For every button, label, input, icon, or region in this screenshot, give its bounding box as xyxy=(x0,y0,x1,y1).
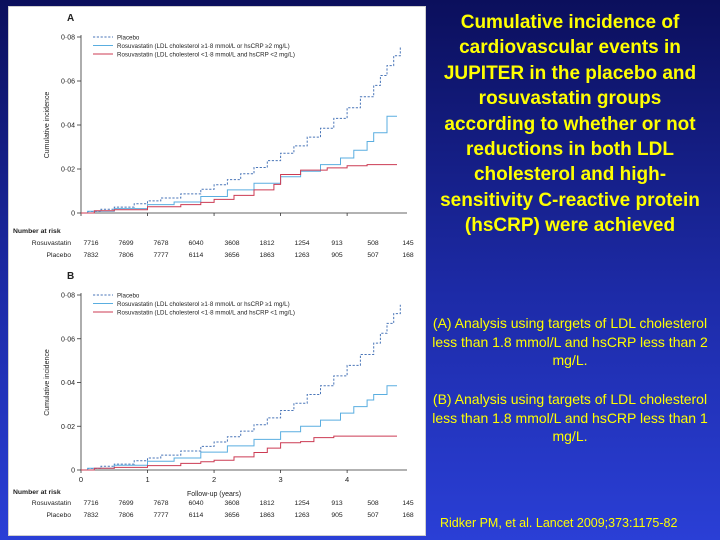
panel-b-series-line-2 xyxy=(81,435,397,471)
panel-b-legend-label-1: Rosuvastatin (LDL cholesterol ≥1·8 mmol/… xyxy=(117,301,290,308)
panel-b-risk-value: 7678 xyxy=(153,500,168,507)
panel-b-x-tick-label: 1 xyxy=(145,475,149,484)
figure-panel: A 0 0·02 0·04 0·06 0·08 Cumulative incidence Pl… xyxy=(8,6,426,536)
panel-a-risk-value: 7716 xyxy=(83,240,98,247)
panel-b-risk-value: 913 xyxy=(331,500,343,507)
panel-b-y-tick-label: 0·06 xyxy=(61,336,75,343)
panel-b-label: B xyxy=(67,271,74,282)
panel-a-y-tick-label: 0·04 xyxy=(61,123,75,130)
panel-b-risk-value: 1863 xyxy=(259,512,274,519)
panel-b-risk-value: 168 xyxy=(402,512,414,519)
panel-a-y-tick-label: 0·06 xyxy=(61,79,75,86)
panel-a-risk-value: 145 xyxy=(402,240,414,247)
panel-a-risk-header: Number at risk xyxy=(13,228,61,235)
panel-b-risk-value: 508 xyxy=(367,500,379,507)
panel-b-risk-value: 3656 xyxy=(224,512,239,519)
panel-b-legend-label-0: Placebo xyxy=(117,292,140,299)
panel-a-risk-value: 508 xyxy=(367,240,379,247)
panel-a-label: A xyxy=(67,13,74,24)
panel-a-risk-value: 7678 xyxy=(153,240,168,247)
panel-b-legend-label-2: Rosuvastatin (LDL cholesterol <1·8 mmol/… xyxy=(117,309,295,316)
panel-a-risk-row-label: Placebo xyxy=(46,252,71,259)
panel-a-risk-value: 507 xyxy=(367,252,379,259)
panel-a-series-line-2 xyxy=(81,164,397,214)
panel-b-y-tick-label: 0·04 xyxy=(61,380,75,387)
panel-b-risk-value: 145 xyxy=(402,500,414,507)
panel-b-risk-value: 7777 xyxy=(153,512,168,519)
panel-a-legend-label-0: Placebo xyxy=(117,34,140,41)
panel-a-y-tick-label: 0·02 xyxy=(61,167,75,174)
panel-b-risk-row-label: Placebo xyxy=(46,512,71,519)
panel-b-series-line-1 xyxy=(81,385,397,471)
panel-b-risk-value: 507 xyxy=(367,512,379,519)
slide-title: Cumulative incidence of cardiovascular e… xyxy=(440,12,700,237)
panel-a-risk-value: 3656 xyxy=(224,252,239,259)
citation: Ridker PM, et al. Lancet 2009;373:1175-8… xyxy=(440,516,678,530)
panel-b-risk-value: 1812 xyxy=(259,500,274,507)
panel-a-risk-value: 7777 xyxy=(153,252,168,259)
panel-a-risk-value: 168 xyxy=(402,252,414,259)
note-panel-b: (B) Analysis using targets of LDL choles… xyxy=(432,391,708,444)
note-panel-a: (A) Analysis using targets of LDL choles… xyxy=(432,315,708,368)
panel-b-risk-value: 1254 xyxy=(294,500,309,507)
panel-a-y-tick-label: 0 xyxy=(71,211,75,218)
panel-a-risk-value: 1263 xyxy=(294,252,309,259)
panel-a-risk-value: 3608 xyxy=(224,240,239,247)
panel-b-risk-value: 6114 xyxy=(189,512,204,519)
panel-b-risk-value: 7832 xyxy=(83,512,98,519)
panel-b-risk-value: 7699 xyxy=(118,500,133,507)
panel-b-risk-header: Number at risk xyxy=(13,489,61,496)
panel-b-risk-row-label: Rosuvastatin xyxy=(32,500,72,507)
panel-a-series-line-0 xyxy=(81,46,401,214)
panel-b-y-tick-label: 0·08 xyxy=(61,293,75,300)
panel-a-risk-value: 1254 xyxy=(294,240,309,247)
panel-a-y-tick-label: 0·08 xyxy=(61,35,75,42)
kaplan-meier-figure: A 0 0·02 0·04 0·06 0·08 Cumulative incidence Pl… xyxy=(13,13,414,519)
panel-a-legend-label-1: Rosuvastatin (LDL cholesterol ≥1·8 mmol/… xyxy=(117,43,290,50)
panel-b-risk-value: 3608 xyxy=(224,500,239,507)
panel-a-series-line-1 xyxy=(81,115,397,214)
panel-b-x-tick-label: 3 xyxy=(279,475,283,484)
panel-a-risk-value: 6040 xyxy=(188,240,203,247)
panel-b-y-tick-label: 0·02 xyxy=(61,424,75,431)
panel-b-risk-value: 905 xyxy=(331,512,343,519)
panel-a-risk-value: 1812 xyxy=(259,240,274,247)
panel-b-risk-value: 1263 xyxy=(294,512,309,519)
panel-b-x-tick-label: 4 xyxy=(345,475,349,484)
panel-b-y-axis-label: Cumulative incidence xyxy=(44,349,51,416)
panel-a-risk-value: 6114 xyxy=(189,252,204,259)
panel-a-risk-value: 7832 xyxy=(83,252,98,259)
panel-a-y-axis-label: Cumulative incidence xyxy=(44,92,51,159)
panel-b-risk-value: 6040 xyxy=(188,500,203,507)
panel-a-risk-value: 905 xyxy=(331,252,343,259)
panel-a-risk-value: 7699 xyxy=(118,240,133,247)
panel-a-legend-label-2: Rosuvastatin (LDL cholesterol <1·8 mmol/… xyxy=(117,51,295,58)
panel-b-series-line-0 xyxy=(81,304,401,471)
panel-a-risk-value: 7806 xyxy=(118,252,133,259)
panel-a-risk-value: 1863 xyxy=(259,252,274,259)
panel-b-risk-value: 7806 xyxy=(118,512,133,519)
panel-b-x-tick-label: 2 xyxy=(212,475,216,484)
panel-b-x-axis-label: Follow-up (years) xyxy=(187,491,241,498)
panel-b-x-tick-label: 0 xyxy=(79,475,83,484)
panel-b-y-tick-label: 0 xyxy=(71,468,75,475)
panel-b-risk-value: 7716 xyxy=(83,500,98,507)
panel-a-risk-row-label: Rosuvastatin xyxy=(32,240,72,247)
panel-a-risk-value: 913 xyxy=(331,240,343,247)
